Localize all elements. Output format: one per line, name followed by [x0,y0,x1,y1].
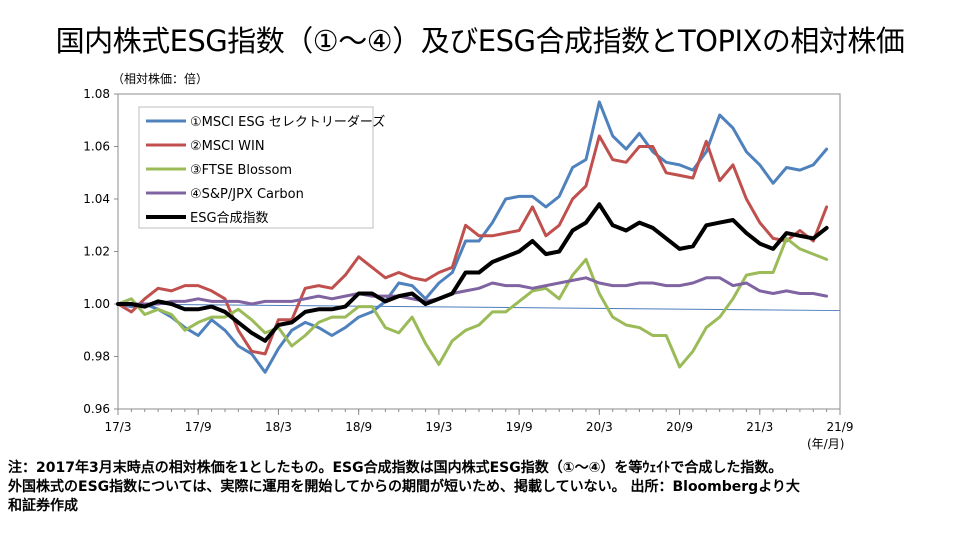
x-tick-label: 20/9 [666,420,693,434]
legend-label: ESG合成指数 [190,211,269,226]
series-layer [116,100,829,374]
y-unit-label: （相対株価：倍） [112,71,208,86]
legend-label: ②MSCI WIN [190,139,265,154]
page-title: 国内株式ESG指数（①～④）及びESG合成指数とTOPIXの相対株価 [55,24,905,58]
footnote: 注：2017年3月末時点の相対株価を1としたもの。ESG合成指数は国内株式ESG… [8,459,956,516]
series-line-4 [116,276,829,306]
series-line-5 [116,202,829,343]
legend-label: ④S&P/JPX Carbon [190,187,304,202]
y-tick-label: 1.04 [83,192,110,206]
y-tick-label: 0.98 [83,350,110,364]
topix-reference-line [117,303,841,312]
series-line-3 [116,236,829,369]
x-tick-label: 20/3 [586,420,613,434]
x-tick-label: 18/3 [265,420,292,434]
y-tick-label: 1.06 [83,140,110,154]
legend: ①MSCI ESG セレクトリーダーズ ②MSCI WIN ③FTSE Blosso… [138,106,385,229]
relative-price-chart: 0.96 0.98 1.00 1.02 1.04 1.06 1.08 17/3 17/9 18/… [83,71,854,451]
y-tick-label: 0.96 [83,402,110,416]
footnote-line: 外国株式のESG指数については、実際に運用を開始してからの期間が短いため、掲載し… [8,479,800,495]
series-line-2 [116,134,829,356]
x-tick-label: 21/9 [827,420,854,434]
x-tick-label: 17/3 [105,420,132,434]
footnote-line: 注：2017年3月末時点の相対株価を1としたもの。ESG合成指数は国内株式ESG… [8,460,783,476]
legend-label: ③FTSE Blossom [190,163,292,178]
footnote-line: 和証券作成 [8,498,78,514]
x-tick-label: 18/9 [345,420,372,434]
x-tick-label: 21/3 [746,420,773,434]
x-tick-label: 17/9 [185,420,212,434]
y-axis: 0.96 0.98 1.00 1.02 1.04 1.06 1.08 [83,87,118,416]
x-axis: 17/3 17/9 18/3 18/9 19/3 19/9 20/3 20/9 21/3 21/9 [105,409,854,434]
x-tick-label: 19/3 [425,420,452,434]
y-tick-label: 1.00 [83,297,110,311]
y-tick-label: 1.02 [83,245,110,259]
legend-label: ①MSCI ESG セレクトリーダーズ [190,114,385,130]
x-tick-label: 19/9 [506,420,533,434]
x-unit-label: (年/月) [807,437,844,451]
reference-layer [117,303,841,312]
y-tick-label: 1.08 [83,87,110,101]
